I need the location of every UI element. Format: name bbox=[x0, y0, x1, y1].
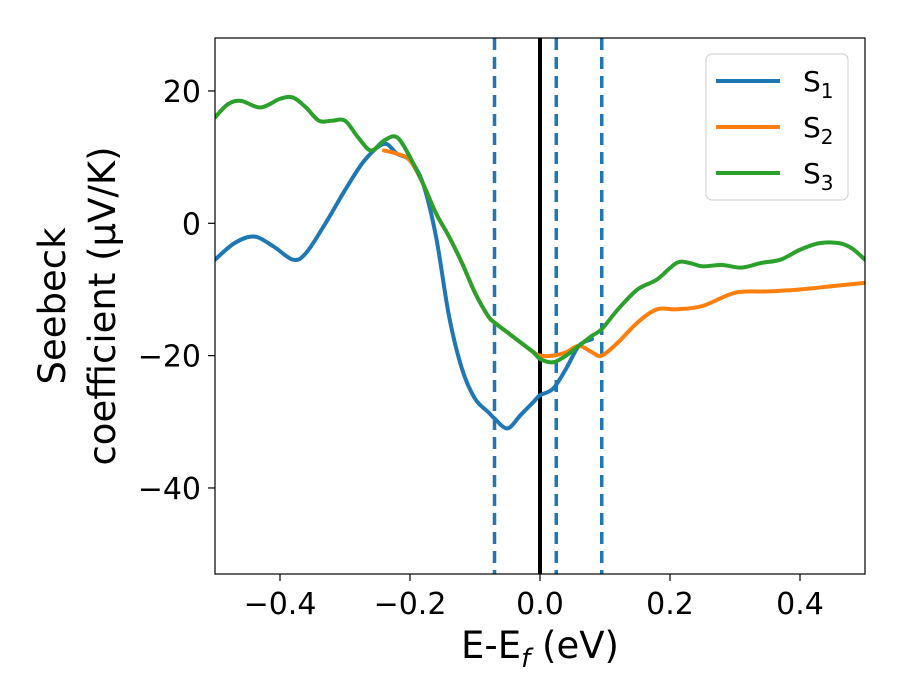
x-axis-title: E-Ef (eV) bbox=[461, 624, 619, 674]
y-axis-ticks: 20 0 −20 −40 bbox=[138, 75, 215, 507]
y-tick-label: −40 bbox=[138, 472, 201, 507]
x-tick-label: 0.4 bbox=[776, 587, 824, 622]
series-line-s1 bbox=[215, 141, 594, 431]
y-axis-title-line2: coefficient (μV/K) bbox=[81, 146, 124, 465]
legend: S1 S2 S3 bbox=[705, 53, 849, 201]
legend-label-s3: S3 bbox=[803, 157, 834, 195]
y-tick-label: −20 bbox=[138, 340, 201, 375]
y-axis-title-line1: Seebeck bbox=[31, 227, 74, 385]
series-line-s3 bbox=[215, 94, 865, 365]
y-tick-label: 0 bbox=[182, 207, 201, 242]
x-tick-label: −0.4 bbox=[244, 587, 317, 622]
y-tick-label: 20 bbox=[163, 75, 201, 110]
legend-label-s2: S2 bbox=[803, 111, 834, 149]
x-tick-label: −0.2 bbox=[374, 587, 447, 622]
x-axis-ticks: −0.4 −0.2 0.0 0.2 0.4 bbox=[244, 574, 824, 622]
x-tick-label: 0.2 bbox=[646, 587, 694, 622]
x-tick-label: 0.0 bbox=[516, 587, 564, 622]
vertical-reference-lines bbox=[492, 38, 604, 574]
legend-label-s1: S1 bbox=[803, 65, 834, 103]
series-lines bbox=[215, 94, 865, 431]
